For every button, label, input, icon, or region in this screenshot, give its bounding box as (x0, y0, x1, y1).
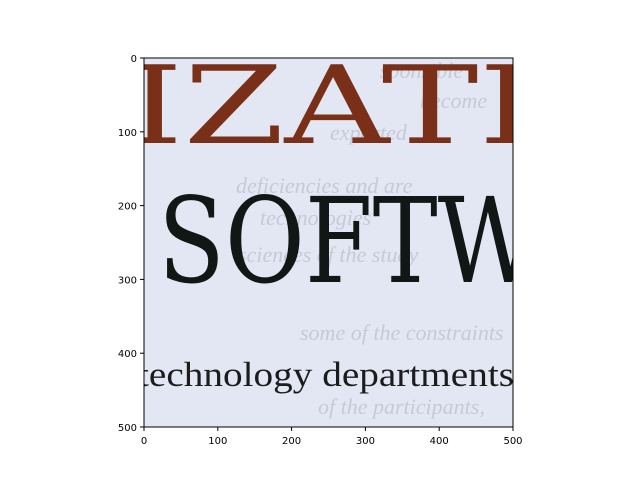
axes-frame (143, 57, 514, 428)
x-tick-label: 500 (503, 436, 522, 447)
ghost-text-line: become (420, 88, 487, 113)
x-tick-label: 200 (282, 436, 301, 447)
y-axis: 0 100 200 300 400 500 (118, 54, 144, 434)
y-tick-label: 100 (118, 128, 137, 139)
y-tick-label: 300 (118, 275, 137, 286)
heading-main-fragment: SOFTW (158, 172, 538, 310)
x-axis: 0 100 200 300 400 500 (141, 427, 523, 447)
ghost-text-line: sponsible (380, 58, 463, 83)
displayed-image: sponsible become expected deficiencies a… (126, 44, 538, 427)
ghost-text-line: deficiencies and are (236, 173, 413, 198)
paper-background (144, 58, 513, 427)
heading-top-fragment: IZATI (126, 44, 536, 169)
x-tick-label: 0 (141, 436, 147, 447)
ghost-text-layer: sponsible become expected deficiencies a… (236, 58, 504, 419)
y-tick-label: 200 (118, 202, 137, 213)
y-tick-label: 500 (118, 423, 137, 434)
ghost-text-line: expected (330, 120, 408, 145)
body-text-line: technology departments (138, 355, 514, 394)
y-tick-label: 400 (118, 349, 137, 360)
ghost-text-line: technologies (260, 205, 371, 230)
ghost-text-line: sciences of the study (238, 242, 418, 267)
y-tick-label: 0 (131, 54, 137, 65)
x-tick-label: 300 (356, 436, 375, 447)
x-tick-label: 400 (430, 436, 449, 447)
ghost-text-line: some of the constraints (300, 320, 504, 345)
ghost-text-line: of the participants, (318, 394, 485, 419)
x-tick-label: 100 (208, 436, 227, 447)
